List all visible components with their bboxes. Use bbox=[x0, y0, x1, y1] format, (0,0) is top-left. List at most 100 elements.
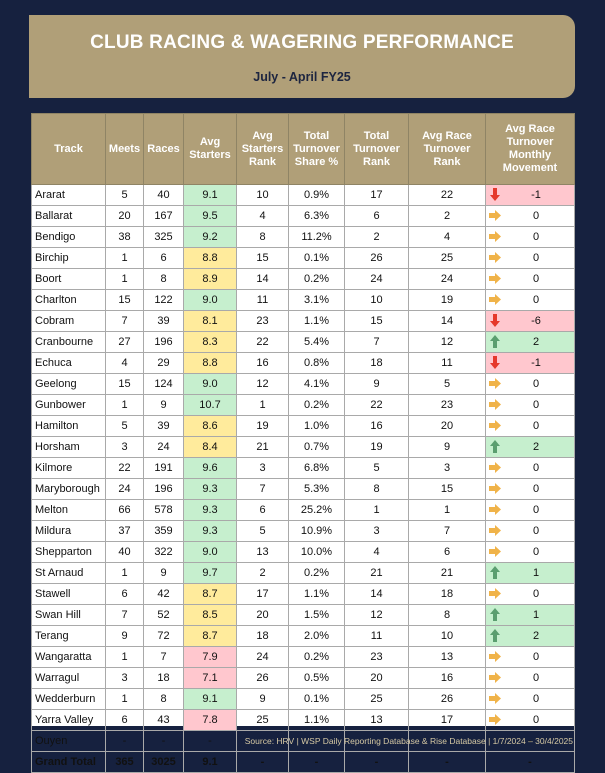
turnover-rank-cell: 24 bbox=[344, 268, 409, 290]
track-cell: Horsham bbox=[31, 436, 106, 458]
turnover-share-cell: 0.1% bbox=[288, 247, 345, 269]
arrow-up-icon bbox=[489, 566, 501, 579]
turnover-rank-cell: 16 bbox=[344, 415, 409, 437]
track-cell: Charlton bbox=[31, 289, 106, 311]
header-monthly-movement: Avg Race Turnover Monthly Movement bbox=[485, 113, 575, 185]
avg-starters-cell: 9.0 bbox=[183, 373, 237, 395]
races-cell: 72 bbox=[143, 625, 184, 647]
table-row: Maryborough 24 196 9.3 7 5.3% 8 15 0 bbox=[31, 478, 575, 500]
track-cell: Maryborough bbox=[31, 478, 106, 500]
race-turnover-rank-cell: 14 bbox=[408, 310, 486, 332]
table-row: Terang 9 72 8.7 18 2.0% 11 10 2 bbox=[31, 625, 575, 647]
meets-cell: 1 bbox=[105, 268, 144, 290]
races-cell: 7 bbox=[143, 646, 184, 668]
track-cell: Ballarat bbox=[31, 205, 106, 227]
meets-cell: 66 bbox=[105, 499, 144, 521]
turnover-rank-cell: 7 bbox=[344, 331, 409, 353]
header-total-turnover-share: Total Turnover Share % bbox=[288, 113, 345, 185]
turnover-rank-cell: 11 bbox=[344, 625, 409, 647]
table-row: Hamilton 5 39 8.6 19 1.0% 16 20 0 bbox=[31, 415, 575, 437]
movement-value: 2 bbox=[532, 630, 540, 642]
races-cell: 578 bbox=[143, 499, 184, 521]
race-turnover-rank-cell: 1 bbox=[408, 499, 486, 521]
race-turnover-rank-cell: 10 bbox=[408, 625, 486, 647]
race-turnover-rank-cell: 11 bbox=[408, 352, 486, 374]
turnover-rank-cell: 22 bbox=[344, 394, 409, 416]
monthly-movement-cell: 0 bbox=[485, 394, 575, 416]
table-row: Mildura 37 359 9.3 5 10.9% 3 7 0 bbox=[31, 520, 575, 542]
turnover-rank-cell: 14 bbox=[344, 583, 409, 605]
races-cell: 8 bbox=[143, 268, 184, 290]
movement-value: -6 bbox=[531, 315, 541, 327]
movement-value: 0 bbox=[532, 651, 540, 663]
meets-cell: 40 bbox=[105, 541, 144, 563]
turnover-share-cell: - bbox=[288, 751, 345, 773]
header-avg-starters-rank: Avg Starters Rank bbox=[236, 113, 289, 185]
table-row: Ouyen - - - - - - - - bbox=[31, 730, 575, 752]
meets-cell: 37 bbox=[105, 520, 144, 542]
turnover-rank-cell: 1 bbox=[344, 499, 409, 521]
avg-starters-cell: 9.2 bbox=[183, 226, 237, 248]
table-row: Wangaratta 1 7 7.9 24 0.2% 23 13 0 bbox=[31, 646, 575, 668]
movement-value: -1 bbox=[531, 357, 541, 369]
header-meets: Meets bbox=[105, 113, 144, 185]
races-cell: 124 bbox=[143, 373, 184, 395]
avg-starters-cell: - bbox=[183, 730, 237, 752]
race-turnover-rank-cell: 2 bbox=[408, 205, 486, 227]
table-row: Shepparton 40 322 9.0 13 10.0% 4 6 0 bbox=[31, 541, 575, 563]
turnover-rank-cell: 8 bbox=[344, 478, 409, 500]
movement-value: 0 bbox=[532, 525, 540, 537]
movement-value: 2 bbox=[532, 441, 540, 453]
arrow-right-icon bbox=[489, 482, 501, 495]
avg-starters-rank-cell: 22 bbox=[236, 331, 289, 353]
races-cell: 322 bbox=[143, 541, 184, 563]
monthly-movement-cell: 0 bbox=[485, 289, 575, 311]
arrow-right-icon bbox=[489, 419, 501, 432]
race-turnover-rank-cell: 13 bbox=[408, 646, 486, 668]
turnover-rank-cell: 18 bbox=[344, 352, 409, 374]
meets-cell: 9 bbox=[105, 625, 144, 647]
races-cell: 196 bbox=[143, 331, 184, 353]
race-turnover-rank-cell: 16 bbox=[408, 667, 486, 689]
meets-cell: 24 bbox=[105, 478, 144, 500]
avg-starters-rank-cell: 10 bbox=[236, 184, 289, 206]
track-cell: Mildura bbox=[31, 520, 106, 542]
turnover-share-cell: 0.1% bbox=[288, 688, 345, 710]
meets-cell: 1 bbox=[105, 646, 144, 668]
track-cell: Cranbourne bbox=[31, 331, 106, 353]
turnover-rank-cell: 20 bbox=[344, 667, 409, 689]
turnover-rank-cell: 9 bbox=[344, 373, 409, 395]
turnover-share-cell: 0.2% bbox=[288, 394, 345, 416]
arrow-down-icon bbox=[489, 356, 501, 369]
race-turnover-rank-cell: 3 bbox=[408, 457, 486, 479]
avg-starters-cell: 8.3 bbox=[183, 331, 237, 353]
table-row: Cranbourne 27 196 8.3 22 5.4% 7 12 2 bbox=[31, 331, 575, 353]
avg-starters-cell: 10.7 bbox=[183, 394, 237, 416]
meets-cell: 1 bbox=[105, 394, 144, 416]
avg-starters-rank-cell: 9 bbox=[236, 688, 289, 710]
table-row: Gunbower 1 9 10.7 1 0.2% 22 23 0 bbox=[31, 394, 575, 416]
track-cell: Birchip bbox=[31, 247, 106, 269]
race-turnover-rank-cell: 22 bbox=[408, 184, 486, 206]
table-row: Bendigo 38 325 9.2 8 11.2% 2 4 0 bbox=[31, 226, 575, 248]
performance-table-container: Track Meets Races Avg Starters Avg Start… bbox=[31, 113, 575, 773]
track-cell: Boort bbox=[31, 268, 106, 290]
track-cell: Yarra Valley bbox=[31, 709, 106, 731]
races-cell: 359 bbox=[143, 520, 184, 542]
monthly-movement-cell: 0 bbox=[485, 667, 575, 689]
avg-starters-cell: 8.7 bbox=[183, 625, 237, 647]
avg-starters-rank-cell: 25 bbox=[236, 709, 289, 731]
avg-starters-rank-cell: 13 bbox=[236, 541, 289, 563]
races-cell: 6 bbox=[143, 247, 184, 269]
monthly-movement-cell: 0 bbox=[485, 373, 575, 395]
turnover-rank-cell: 15 bbox=[344, 310, 409, 332]
arrow-right-icon bbox=[489, 671, 501, 684]
avg-starters-cell: 8.7 bbox=[183, 583, 237, 605]
meets-cell: 15 bbox=[105, 373, 144, 395]
table-row: Wedderburn 1 8 9.1 9 0.1% 25 26 0 bbox=[31, 688, 575, 710]
monthly-movement-cell: 0 bbox=[485, 268, 575, 290]
movement-value: 0 bbox=[532, 588, 540, 600]
avg-starters-cell: 8.5 bbox=[183, 604, 237, 626]
races-cell: 167 bbox=[143, 205, 184, 227]
monthly-movement-cell: -1 bbox=[485, 352, 575, 374]
